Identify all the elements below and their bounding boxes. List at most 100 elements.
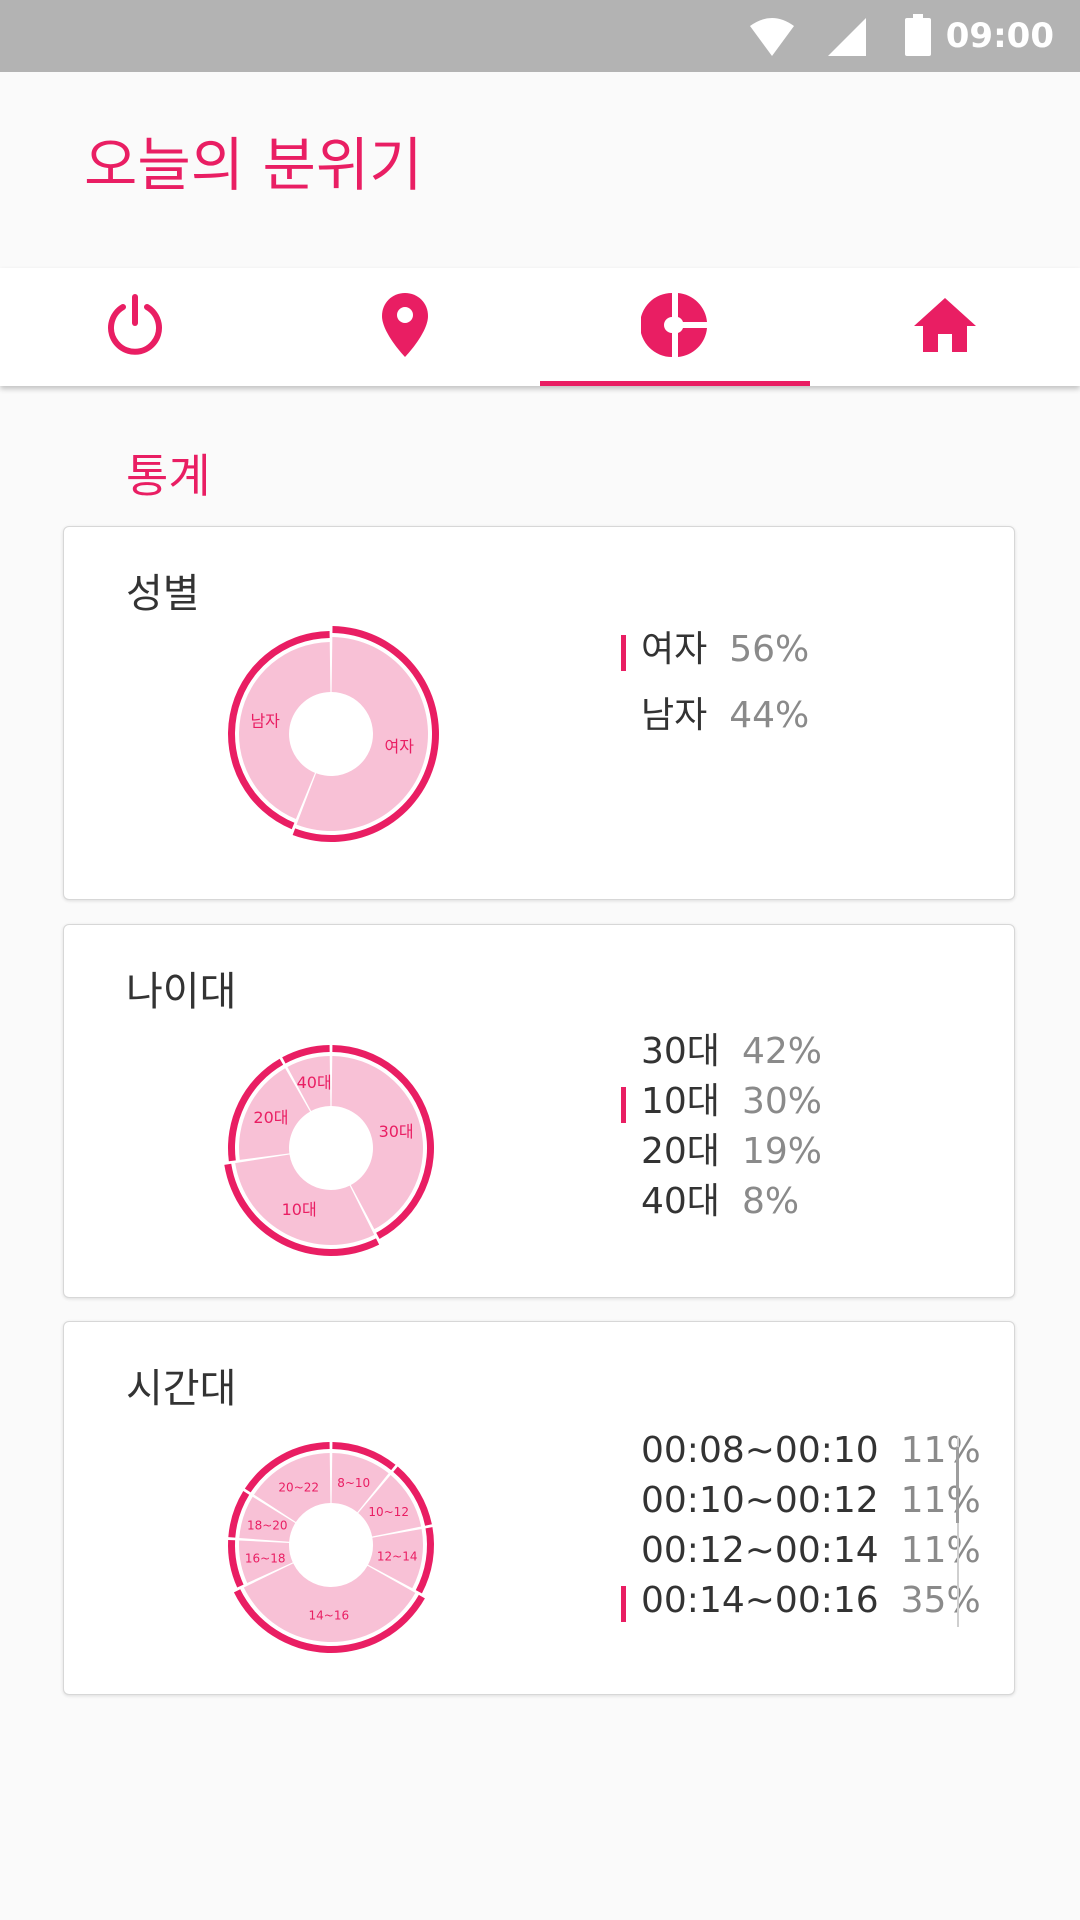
donut-slice[interactable] <box>239 1540 293 1584</box>
tab-bar <box>0 268 1080 386</box>
section-title: 통계 <box>126 449 211 503</box>
donut-slice-outline <box>228 1539 244 1588</box>
location-pin-icon <box>380 291 430 363</box>
donut-slice-label: 10대 <box>282 1200 317 1219</box>
app-bar: 오늘의 분위기 <box>0 72 1080 268</box>
legend-label: 30대 <box>641 1031 720 1072</box>
donut-slice[interactable] <box>358 1474 422 1537</box>
home-icon <box>912 296 978 358</box>
donut-slice-outline <box>224 1163 380 1256</box>
legend-row[interactable]: 00:10~00:12 11% <box>641 1476 981 1526</box>
donut-slice[interactable] <box>331 1056 424 1230</box>
donut-slice-label: 16~18 <box>245 1552 286 1566</box>
legend-percent: 11% <box>900 1430 981 1471</box>
legend-row[interactable]: 30대 42% <box>641 1027 822 1077</box>
gender-donut-chart[interactable]: 여자 남자 <box>206 609 456 859</box>
legend-label: 10대 <box>641 1081 720 1122</box>
legend-label: 여자 <box>641 629 708 670</box>
donut-slice-outline <box>244 1442 330 1493</box>
tab-indicator <box>540 381 810 386</box>
legend-label: 00:14~00:16 <box>641 1580 879 1621</box>
donut-slice-label: 20~22 <box>278 1480 319 1494</box>
tab-statistics[interactable] <box>540 268 810 386</box>
donut-slice-outline <box>332 1442 396 1471</box>
donut-slice-outline <box>233 1589 425 1653</box>
time-card: 시간대 8~10 10~12 12~14 14~16 16~18 18~20 20~22 0… <box>63 1321 1015 1695</box>
donut-slice-label: 여자 <box>385 737 415 756</box>
legend-row[interactable]: 40대 8% <box>641 1177 822 1227</box>
legend-label: 00:12~00:14 <box>641 1530 879 1571</box>
legend-percent: 30% <box>741 1081 822 1122</box>
legend-row[interactable]: 10대 30% <box>621 1077 822 1127</box>
legend-label: 40대 <box>641 1181 720 1222</box>
legend-percent: 19% <box>741 1131 822 1172</box>
legend-scrollbar-track[interactable] <box>957 1437 959 1627</box>
legend-percent: 56% <box>729 629 810 670</box>
age-card: 나이대 30대 10대 20대 40대 30대 42% 10대 30% 20대 19% 40… <box>63 924 1015 1298</box>
power-icon <box>103 293 167 361</box>
tab-location[interactable] <box>270 268 540 386</box>
legend-label: 남자 <box>641 695 708 736</box>
legend-scrollbar-thumb[interactable] <box>956 1447 959 1523</box>
legend-percent: 11% <box>900 1480 981 1521</box>
donut-slice[interactable] <box>235 1154 375 1245</box>
status-bar: 09:00 <box>0 0 1080 72</box>
time-legend: 00:08~00:10 11% 00:10~00:12 11% 00:12~00:1… <box>621 1426 981 1626</box>
card-title: 시간대 <box>126 1366 237 1412</box>
donut-slice[interactable] <box>368 1529 423 1589</box>
app-title: 오늘의 분위기 <box>84 131 423 199</box>
legend-percent: 8% <box>741 1181 800 1222</box>
legend-percent: 44% <box>729 695 810 736</box>
donut-slice[interactable] <box>287 1056 331 1112</box>
donut-slice-label: 남자 <box>250 711 280 730</box>
time-donut-chart[interactable]: 8~10 10~12 12~14 14~16 16~18 18~20 20~22 <box>206 1420 456 1670</box>
donut-slice[interactable] <box>239 1496 296 1542</box>
legend-label: 00:08~00:10 <box>641 1430 879 1471</box>
donut-slice-outline <box>393 1466 432 1526</box>
donut-slice[interactable] <box>331 1453 389 1513</box>
donut-slice-outline <box>282 1045 330 1064</box>
donut-slice-label: 14~16 <box>309 1608 350 1622</box>
donut-slice-label: 18~20 <box>247 1518 288 1532</box>
age-legend: 30대 42% 10대 30% 20대 19% 40대 8% <box>621 1027 822 1227</box>
card-title: 나이대 <box>126 969 237 1015</box>
donut-slice-label: 10~12 <box>368 1505 409 1519</box>
legend-row[interactable]: 00:08~00:10 11% <box>641 1426 981 1476</box>
age-donut-chart[interactable]: 30대 10대 20대 40대 <box>206 1023 456 1273</box>
donut-slice[interactable] <box>243 1563 416 1642</box>
donut-slice-outline <box>228 1491 250 1538</box>
legend-row[interactable]: 여자 56% <box>621 625 810 675</box>
clock: 09:00 <box>945 16 1054 56</box>
legend-label: 00:10~00:12 <box>641 1480 879 1521</box>
legend-percent: 11% <box>900 1530 981 1571</box>
donut-slice-label: 12~14 <box>377 1549 418 1563</box>
donut-slice[interactable] <box>239 1068 311 1160</box>
wifi-icon <box>748 14 796 62</box>
donut-slice-outline <box>228 1058 284 1162</box>
legend-highlight-marker <box>621 1586 626 1622</box>
donut-slice-label: 40대 <box>297 1073 332 1092</box>
tab-power[interactable] <box>0 268 270 386</box>
legend-row[interactable]: 남자 44% <box>641 691 809 741</box>
legend-percent: 35% <box>900 1580 981 1621</box>
donut-slice[interactable] <box>239 642 331 820</box>
donut-slice-label: 8~10 <box>337 1476 370 1490</box>
legend-highlight-marker <box>621 1087 626 1123</box>
donut-slice[interactable] <box>254 1453 331 1523</box>
donut-slice[interactable] <box>296 637 429 831</box>
donut-slice-label: 30대 <box>379 1122 414 1141</box>
legend-highlight-marker <box>621 635 626 671</box>
legend-row[interactable]: 00:14~00:16 35% <box>621 1576 981 1626</box>
donut-slice-label: 20대 <box>253 1108 288 1127</box>
tab-home[interactable] <box>810 268 1080 386</box>
gender-card: 성별 여자 남자 여자 56% 남자 44% <box>63 526 1015 900</box>
battery-icon <box>904 14 932 62</box>
legend-percent: 42% <box>741 1031 822 1072</box>
legend-label: 20대 <box>641 1131 720 1172</box>
signal-icon <box>826 14 868 62</box>
pie-chart-icon <box>640 291 709 363</box>
legend-row[interactable]: 20대 19% <box>641 1127 822 1177</box>
gender-legend: 여자 56% 남자 44% <box>621 625 810 741</box>
card-title: 성별 <box>126 571 200 617</box>
legend-row[interactable]: 00:12~00:14 11% <box>641 1526 981 1576</box>
